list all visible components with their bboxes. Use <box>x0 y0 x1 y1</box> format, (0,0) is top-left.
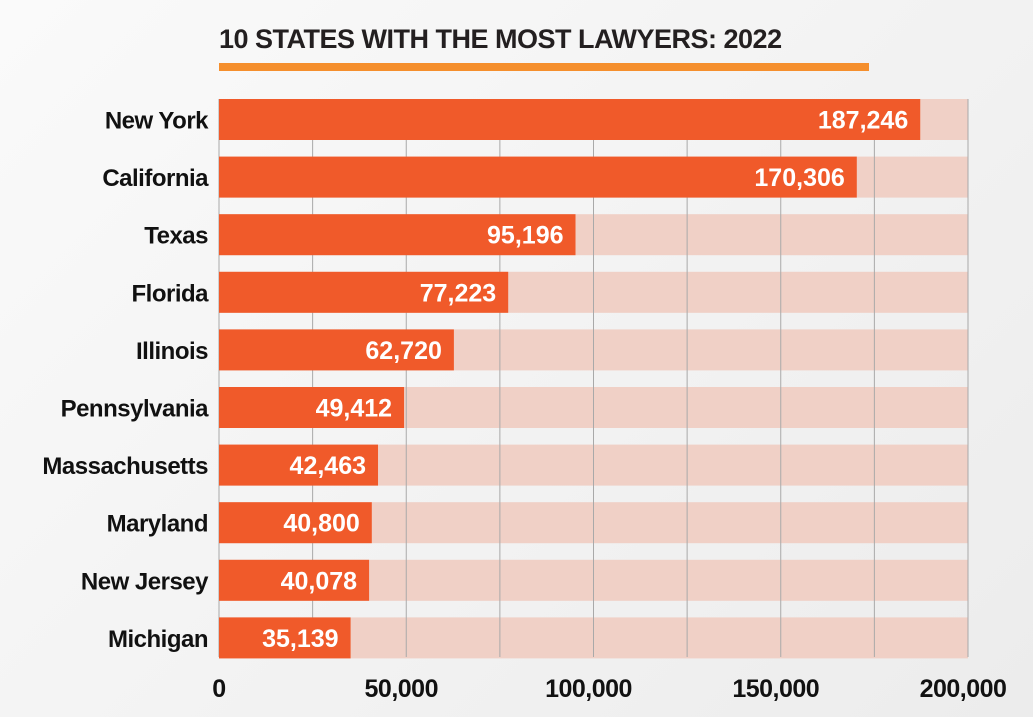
bar <box>219 329 454 371</box>
bar-value-label: 35,139 <box>262 625 338 653</box>
category-label: Illinois <box>136 338 208 365</box>
bar-value-label: 62,720 <box>365 337 441 365</box>
category-label: Maryland <box>107 511 208 538</box>
bar-value-label: 40,800 <box>283 510 359 538</box>
bar <box>219 214 576 256</box>
category-label: Massachusetts <box>42 453 208 480</box>
bar <box>219 387 405 428</box>
bar-value-label: 187,246 <box>818 107 908 135</box>
x-tick-label: 50,000 <box>365 675 438 703</box>
bar <box>219 99 921 140</box>
bar <box>219 617 351 659</box>
category-label: Pennsylvania <box>61 396 210 423</box>
chart-title: 10 STATES WITH THE MOST LAWYERS: 2022 <box>219 24 782 54</box>
category-label: Florida <box>131 280 209 307</box>
bar <box>219 444 379 486</box>
title-underline <box>219 63 869 71</box>
bar <box>219 271 509 313</box>
category-label: California <box>102 165 209 192</box>
bar-value-label: 170,306 <box>754 164 844 192</box>
x-tick-label: 150,000 <box>732 675 819 703</box>
category-label: New York <box>105 108 209 135</box>
category-label: New Jersey <box>81 568 209 595</box>
bar <box>219 502 372 544</box>
bar-value-label: 40,078 <box>281 567 358 595</box>
bar-value-label: 77,223 <box>420 279 496 307</box>
x-tick-label: 100,000 <box>545 675 632 703</box>
bar <box>219 156 857 198</box>
x-tick-label: 200,000 <box>920 675 1007 703</box>
x-tick-label: 0 <box>212 675 225 703</box>
category-label: Michigan <box>108 626 208 653</box>
bar-value-label: 49,412 <box>316 395 392 423</box>
category-label: Texas <box>144 223 208 250</box>
bar <box>219 559 370 601</box>
bar-value-label: 42,463 <box>290 452 366 480</box>
bar-value-label: 95,196 <box>487 222 563 250</box>
